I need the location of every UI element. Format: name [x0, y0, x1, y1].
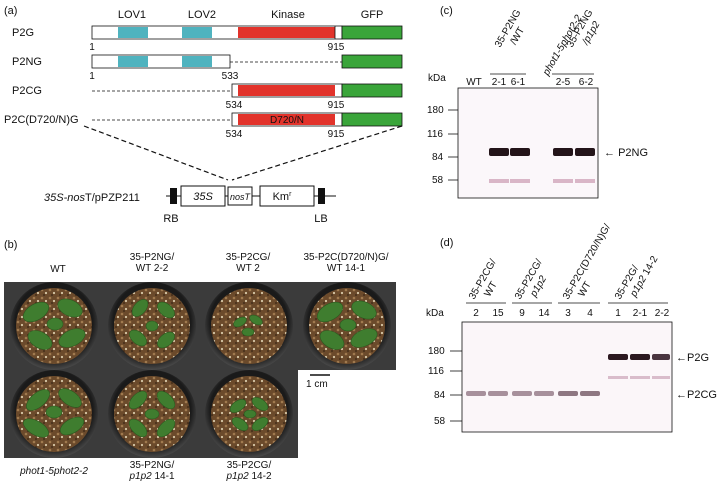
- d-lane-9: 9: [519, 308, 525, 319]
- plant-photo-p2cg-p1p2: [200, 370, 298, 458]
- end-number: 915: [328, 42, 345, 53]
- plant-photo-phot1-phot2: [4, 370, 104, 458]
- kinase-label: Kinase: [271, 9, 305, 21]
- end-number: 533: [222, 71, 239, 82]
- plant-photo-wt: [4, 282, 104, 370]
- rb-label: RB: [163, 213, 178, 225]
- plant-label-phot1-phot2: phot1-5phot2-2: [19, 466, 88, 477]
- plant-label-wt: WT: [50, 264, 66, 275]
- c-lane-2-1: 2-1: [492, 77, 507, 88]
- marker-label: Kmr: [273, 191, 293, 203]
- c-header-p2ng-wt: 35-P2NG/WT: [493, 8, 534, 56]
- d-lane-15: 15: [492, 308, 504, 319]
- plant-label-p2cg-p1p2: 35-P2CG/p1p2 14-2: [225, 460, 271, 482]
- construct-p2c-d720n-g: P2C(D720/N)G D720/N 534 915: [4, 112, 403, 140]
- d-lane-2-2: 2-2: [655, 308, 670, 319]
- c-lane-2-5: 2-5: [556, 77, 571, 88]
- start-number: 534: [226, 129, 243, 140]
- d-band-label-p2g: ←P2G: [676, 352, 709, 364]
- c-kda-label: kDa: [428, 73, 446, 84]
- start-number: 534: [226, 100, 243, 111]
- construct-name: P2NG: [12, 56, 42, 68]
- d-kda-label: kDa: [426, 308, 444, 319]
- lov2-label: LOV2: [188, 9, 216, 21]
- c-lane-6-2: 6-2: [579, 77, 594, 88]
- construct-name: P2C(D720/N)G: [4, 114, 79, 126]
- c-markers: 180 116 84 58: [427, 105, 458, 186]
- plant-photo-p2ng-wt: [104, 282, 200, 370]
- c-lane-wt: WT: [466, 77, 482, 88]
- start-number: 1: [89, 71, 95, 82]
- d-lane-3: 3: [565, 308, 571, 319]
- mutation-label: D720/N: [270, 115, 304, 126]
- c-header-p2ng-p1p2: 35-P2NG/p1p2: [565, 8, 606, 56]
- plant-photo-p2c-d720n-wt: [298, 282, 396, 370]
- d-band-label-p2cg: ←P2CG: [676, 389, 717, 401]
- construct-name: P2G: [12, 27, 34, 39]
- end-number: 915: [328, 100, 345, 111]
- lb-label: LB: [314, 213, 327, 225]
- d-lane-1: 1: [615, 308, 621, 319]
- c-bands: [489, 148, 595, 183]
- svg-text:84: 84: [432, 152, 444, 163]
- svg-text:180: 180: [428, 346, 445, 357]
- construct-p2g: P2G 1 915: [12, 25, 403, 53]
- panel-b-letter: (b): [4, 239, 17, 251]
- svg-text:58: 58: [434, 416, 446, 427]
- d-header-p2cg-wt: 35-P2CG/WT: [467, 257, 509, 307]
- d-header-p2cg-p1p2: 35-P2CG/p1p2: [513, 257, 555, 307]
- svg-text:84: 84: [434, 390, 446, 401]
- zoom-line-right: [231, 125, 403, 181]
- zoom-line-left: [83, 125, 229, 181]
- panel-a-letter: (a): [4, 5, 17, 17]
- construct-p2ng: P2NG 1 533: [12, 54, 403, 82]
- c-band-label-p2ng: ← P2NG: [604, 147, 648, 159]
- scale-bar-label: 1 cm: [306, 379, 328, 390]
- plant-label-p2c-d720n-wt: 35-P2C(D720/N)G/WT 14-1: [303, 252, 388, 274]
- d-bands: [466, 354, 670, 396]
- d-lane-14: 14: [538, 308, 550, 319]
- svg-text:180: 180: [427, 105, 444, 116]
- promoter-label: 35S: [193, 191, 213, 203]
- plant-label-p2cg-wt: 35-P2CG/WT 2: [226, 252, 271, 274]
- plant-photo-p2cg-wt: [200, 282, 298, 370]
- panel-d-letter: (d): [440, 237, 453, 249]
- panel-c-letter: (c): [440, 5, 453, 17]
- end-number: 915: [328, 129, 345, 140]
- c-lane-6-1: 6-1: [511, 77, 526, 88]
- vector-name: 35S-nosT/pPZP211: [44, 192, 140, 204]
- plant-photo-p2ng-p1p2: [104, 370, 200, 458]
- d-lane-2-1: 2-1: [633, 308, 648, 319]
- construct-name: P2CG: [12, 85, 42, 97]
- vector-map: 35S-nosT/pPZP211 35S nosT Kmr RB LB: [44, 185, 336, 225]
- gfp-label: GFP: [361, 9, 384, 21]
- d-markers: 180 116 84 58: [428, 346, 462, 427]
- svg-text:116: 116: [428, 366, 444, 377]
- start-number: 1: [89, 42, 95, 53]
- terminator-label: nosT: [230, 192, 252, 202]
- d-header-p2g-p1p2: 35-P2G/p1p2 14-2: [613, 248, 661, 308]
- d-lane-4: 4: [587, 308, 593, 319]
- lov1-label: LOV1: [118, 9, 146, 21]
- d-lane-2: 2: [473, 308, 479, 319]
- svg-text:58: 58: [432, 175, 444, 186]
- construct-p2cg: P2CG 534 915: [12, 83, 403, 111]
- plant-label-p2ng-wt: 35-P2NG/WT 2-2: [130, 252, 175, 274]
- plant-label-p2ng-p1p2: 35-P2NG/p1p2 14-1: [128, 460, 174, 482]
- svg-text:116: 116: [427, 129, 443, 140]
